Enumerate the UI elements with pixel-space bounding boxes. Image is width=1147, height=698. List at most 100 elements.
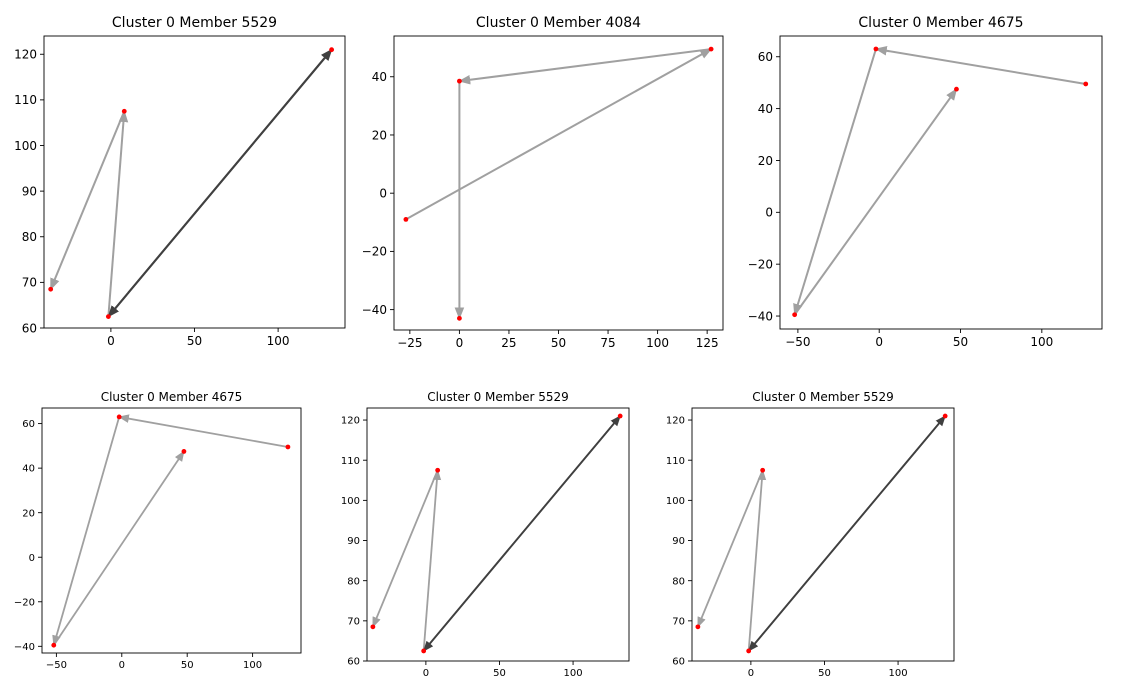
x-tick-label: 0 (119, 660, 125, 671)
y-tick-label: 90 (22, 184, 37, 198)
data-point (792, 312, 798, 318)
y-tick-label: 20 (758, 154, 773, 168)
trajectory-arrow (118, 414, 289, 448)
y-tick-label: 70 (347, 616, 360, 627)
trajectory-arrow (49, 110, 126, 291)
x-tick-label: 50 (493, 668, 506, 679)
y-tick-label: −20 (362, 245, 387, 259)
trajectory-arrow (793, 88, 958, 316)
y-tick-label: 120 (666, 416, 685, 427)
data-point (329, 47, 335, 53)
y-tick-label: 120 (14, 48, 37, 62)
plot-frame (393, 35, 724, 331)
y-tick-label: −20 (748, 257, 773, 271)
y-tick-label: −40 (748, 309, 773, 323)
trajectory-arrow (107, 110, 129, 317)
data-point (285, 444, 291, 450)
data-point (116, 414, 122, 420)
x-tick-label: −50 (46, 660, 67, 671)
y-tick-label: 90 (347, 536, 360, 547)
x-tick-label: 0 (748, 668, 754, 679)
x-tick-label: 100 (243, 660, 262, 671)
y-tick-label: 80 (672, 576, 685, 587)
data-point (51, 642, 57, 648)
x-tick-label: 100 (889, 668, 908, 679)
y-tick-label: 70 (22, 276, 37, 290)
chart-title: Cluster 0 Member 4675 (858, 15, 1023, 31)
y-tick-label: 120 (341, 416, 360, 427)
y-tick-label: −40 (14, 642, 35, 653)
data-point (403, 216, 409, 222)
y-tick-label: 20 (372, 128, 387, 142)
x-tick-label: 100 (1030, 335, 1053, 349)
y-tick-label: −20 (14, 597, 35, 608)
trajectory-arrow (793, 48, 877, 316)
y-tick-label: 110 (14, 93, 37, 107)
chart-panel-6: Cluster 0 Member 5529 0 50 100 60 70 80 90 100 11… (666, 390, 955, 679)
data-point (457, 78, 462, 84)
data-point (435, 467, 441, 473)
plot-frame (43, 35, 346, 329)
chart-panel-1: Cluster 0 Member 5529 0 50 100 60 70 80 90 100 11… (14, 15, 346, 348)
data-point (457, 315, 462, 321)
y-tick-label: 100 (341, 496, 360, 507)
y-tick-label: 20 (22, 508, 35, 519)
data-point (760, 467, 766, 473)
trajectory-arrow (405, 48, 713, 221)
x-tick-label: 50 (953, 335, 968, 349)
y-tick-label: −40 (362, 303, 387, 317)
x-tick-label: 25 (501, 336, 516, 350)
x-tick-label: 0 (875, 335, 883, 349)
plot-frame (779, 35, 1103, 330)
x-tick-label: 100 (267, 334, 290, 348)
data-point (370, 624, 376, 630)
data-point (121, 108, 127, 114)
data-point (873, 46, 879, 52)
x-tick-label: 50 (818, 668, 831, 679)
trajectory-arrow (747, 469, 767, 652)
plot-frame (691, 407, 955, 662)
chart-title: Cluster 0 Member 5529 (427, 390, 569, 404)
data-point (1083, 81, 1089, 87)
y-tick-label: 80 (347, 576, 360, 587)
data-point (695, 624, 701, 630)
trajectory-arrow (53, 450, 185, 646)
data-point (421, 648, 427, 654)
y-tick-label: 60 (22, 419, 35, 430)
y-tick-label: 60 (672, 657, 685, 668)
y-tick-label: 110 (341, 456, 360, 467)
chart-title: Cluster 0 Member 4084 (476, 15, 641, 31)
y-tick-label: 0 (765, 206, 773, 220)
y-tick-label: 0 (29, 553, 35, 564)
y-tick-label: 40 (22, 464, 35, 475)
data-point (954, 86, 959, 92)
y-tick-label: 70 (672, 616, 685, 627)
y-tick-label: 40 (372, 70, 387, 84)
y-tick-label: 40 (758, 102, 773, 116)
data-point (181, 449, 187, 454)
trajectory-arrow (874, 46, 1086, 85)
x-tick-label: 100 (646, 336, 669, 350)
trajectory-arrow (458, 48, 712, 85)
chart-panel-4: Cluster 0 Member 4675 −50 0 50 100 −40 −20 0 20 4… (14, 390, 302, 671)
trajectory-arrow (107, 49, 333, 318)
x-tick-label: 50 (181, 660, 194, 671)
chart-title: Cluster 0 Member 5529 (112, 15, 277, 31)
x-tick-label: 100 (564, 668, 583, 679)
y-tick-label: 60 (22, 321, 37, 335)
chart-title: Cluster 0 Member 4675 (101, 390, 243, 404)
y-tick-label: 80 (22, 230, 37, 244)
y-tick-label: 90 (672, 536, 685, 547)
y-tick-label: 60 (758, 50, 773, 64)
data-point (48, 286, 54, 292)
data-point (708, 46, 714, 52)
trajectory-arrow (422, 415, 621, 652)
x-tick-label: 125 (696, 336, 719, 350)
trajectory-arrow (372, 469, 439, 628)
data-point (617, 413, 623, 419)
trajectory-arrow (747, 415, 946, 652)
chart-panel-3: Cluster 0 Member 4675 −50 0 50 100 −40 −20 0 20 4… (748, 15, 1103, 349)
x-tick-label: 0 (107, 334, 115, 348)
data-point (746, 648, 752, 654)
